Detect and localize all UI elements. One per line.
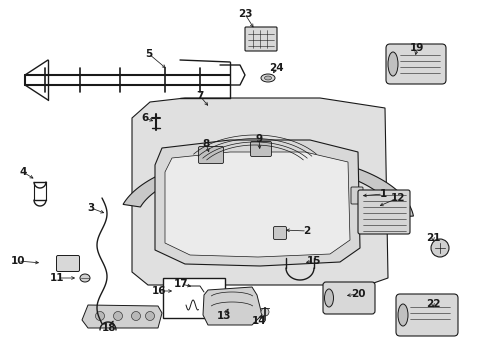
Text: 7: 7 [196,91,203,101]
FancyBboxPatch shape [163,278,224,318]
Text: 8: 8 [202,139,209,149]
FancyBboxPatch shape [198,147,223,163]
Text: 20: 20 [350,289,365,299]
Text: 12: 12 [390,193,405,203]
Text: 5: 5 [145,49,152,59]
FancyBboxPatch shape [323,282,374,314]
Text: 18: 18 [102,323,116,333]
Ellipse shape [324,289,333,307]
Ellipse shape [264,76,271,80]
Text: 22: 22 [425,299,439,309]
Polygon shape [82,305,162,328]
Text: 13: 13 [216,311,231,321]
Text: 1: 1 [379,189,386,199]
Text: 4: 4 [19,167,27,177]
Polygon shape [203,287,262,325]
Polygon shape [155,140,359,266]
Ellipse shape [397,304,407,326]
FancyBboxPatch shape [350,187,362,204]
FancyBboxPatch shape [250,141,271,157]
Ellipse shape [95,311,104,320]
FancyBboxPatch shape [395,294,457,336]
Ellipse shape [387,52,397,76]
FancyBboxPatch shape [385,44,445,84]
Ellipse shape [145,311,154,320]
Circle shape [430,239,448,257]
Ellipse shape [261,74,274,82]
FancyBboxPatch shape [57,256,80,271]
Text: 19: 19 [409,43,423,53]
Text: 17: 17 [173,279,188,289]
Text: 16: 16 [151,286,166,296]
Text: 23: 23 [237,9,252,19]
Text: 21: 21 [425,233,439,243]
Text: 9: 9 [255,134,262,144]
Polygon shape [123,154,412,217]
Ellipse shape [131,311,140,320]
Ellipse shape [113,311,122,320]
FancyBboxPatch shape [357,190,409,234]
FancyBboxPatch shape [273,226,286,239]
Text: 14: 14 [251,316,266,326]
Text: 10: 10 [11,256,25,266]
FancyBboxPatch shape [244,27,276,51]
Text: 11: 11 [50,273,64,283]
Text: 15: 15 [306,256,321,266]
Polygon shape [132,98,387,285]
Polygon shape [164,152,349,257]
Text: 6: 6 [141,113,148,123]
Text: 24: 24 [268,63,283,73]
Ellipse shape [80,274,90,282]
Text: 2: 2 [303,226,310,236]
Circle shape [261,308,268,316]
Text: 3: 3 [87,203,95,213]
